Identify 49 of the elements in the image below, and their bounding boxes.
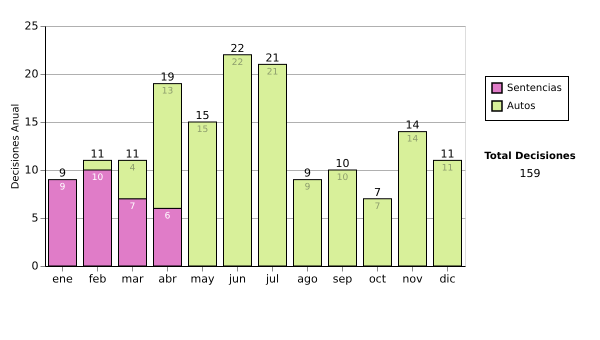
y-axis-title: Decisiones Anual <box>10 104 22 190</box>
total-label: 21 <box>266 51 280 64</box>
total-label: 11 <box>126 147 140 160</box>
data-label: 10 <box>92 173 104 183</box>
data-label: 15 <box>196 125 208 135</box>
y-tick-label: 15 <box>24 116 38 128</box>
x-tick-label: nov <box>402 272 424 286</box>
total-label: 7 <box>374 186 381 199</box>
x-tick-label: abr <box>158 272 178 286</box>
y-tick-label: 10 <box>24 164 38 176</box>
x-tick-label: oct <box>368 272 387 286</box>
total-label: 9 <box>59 166 66 180</box>
data-label: 4 <box>130 163 136 174</box>
x-tick-label: mar <box>122 272 144 286</box>
text: Total Decisiones <box>484 151 576 162</box>
data-label: 6 <box>164 211 171 222</box>
data-label: 14 <box>406 134 418 145</box>
y-tick-label: 0 <box>32 260 38 272</box>
x-tick-label: ago <box>297 272 318 286</box>
data-label: 11 <box>442 163 454 174</box>
y-tick-label: 20 <box>24 68 38 80</box>
total-label: 10 <box>336 157 350 170</box>
text: 159 <box>520 167 540 180</box>
total-label: 15 <box>196 109 210 122</box>
x-tick-label: feb <box>88 272 106 286</box>
data-label: 7 <box>130 202 136 212</box>
total-label: 14 <box>406 118 420 132</box>
total-label: 11 <box>440 147 454 160</box>
y-tick-label: 25 <box>24 20 38 32</box>
y-tick-label: 5 <box>32 212 38 224</box>
x-tick-label: jun <box>228 272 246 286</box>
data-label: 22 <box>232 58 244 68</box>
data-label: 9 <box>304 182 311 193</box>
total-label: 11 <box>90 147 104 160</box>
x-tick-label: ene <box>52 272 73 286</box>
x-tick-label: dic <box>439 272 456 286</box>
legend-label: Sentencias <box>507 83 562 94</box>
data-label: 9 <box>60 182 66 193</box>
total-label: 22 <box>230 42 244 55</box>
data-label: 7 <box>374 202 380 212</box>
legend-label: Autos <box>507 101 536 112</box>
x-tick-label: jul <box>264 272 280 286</box>
total-label: 9 <box>304 166 311 180</box>
data-label: 13 <box>162 86 174 97</box>
x-tick-label: may <box>190 272 215 286</box>
total-label: 19 <box>160 70 174 84</box>
data-label: 10 <box>336 173 348 183</box>
data-label: 21 <box>266 67 278 78</box>
x-tick-label: sep <box>332 272 352 286</box>
